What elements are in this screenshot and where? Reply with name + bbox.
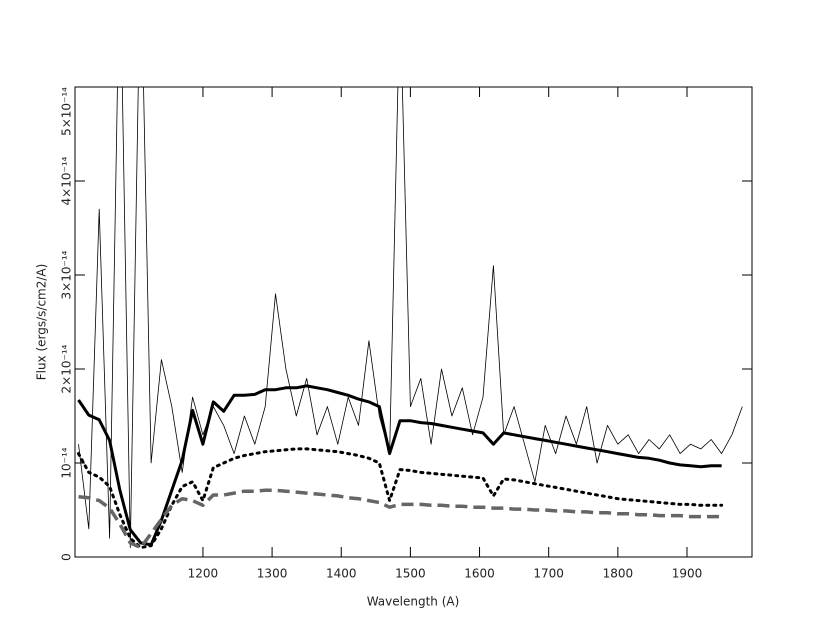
- x-tick-label: 1500: [395, 567, 426, 581]
- y-tick-label: 3×10⁻¹⁴: [60, 250, 74, 299]
- y-tick-label: 5×10⁻¹⁴: [60, 87, 74, 136]
- x-tick-label: 1200: [188, 567, 219, 581]
- plot-area: [77, 87, 743, 550]
- x-tick-label: 1400: [326, 567, 357, 581]
- y-tick-label: 10⁻¹⁴: [60, 447, 74, 478]
- spectrum-line: [78, 488, 722, 550]
- x-tick-label: 1800: [603, 567, 634, 581]
- x-tick-label: 1300: [257, 567, 288, 581]
- y-tick-label: 0: [60, 553, 74, 561]
- x-tick-label: 1900: [672, 567, 703, 581]
- plot-frame: [74, 86, 753, 558]
- spectrum-line: [77, 447, 724, 550]
- y-axis-label: Flux (ergs/s/cm2/A): [35, 264, 49, 381]
- y-tick-label: 2×10⁻¹⁴: [60, 344, 74, 393]
- x-tick-label: 1600: [464, 567, 495, 581]
- x-axis-label: Wavelength (A): [367, 595, 460, 609]
- spectrum-line: [77, 384, 722, 547]
- y-tick-label: 4×10⁻¹⁴: [60, 156, 74, 205]
- x-tick-label: 1700: [533, 567, 564, 581]
- spectrum-line: [78, 87, 743, 548]
